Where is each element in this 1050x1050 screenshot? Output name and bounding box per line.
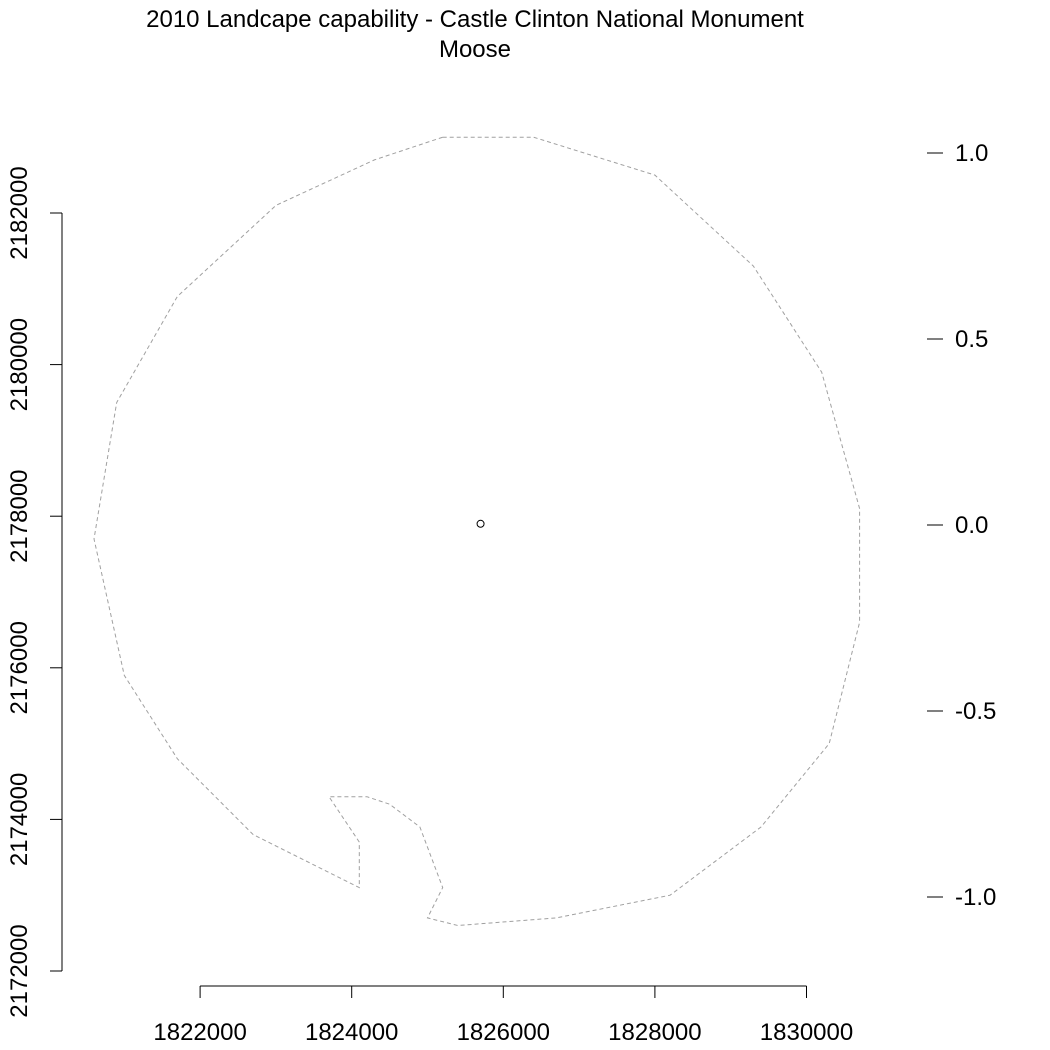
x-tick-label: 1828000 [608, 1019, 701, 1046]
x-tick-label: 1822000 [153, 1019, 246, 1046]
y-tick-label: 2178000 [6, 469, 33, 562]
x-tick-label: 1824000 [305, 1019, 398, 1046]
chart-subtitle: Moose [439, 36, 511, 63]
y-tick-label: 2180000 [6, 318, 33, 411]
chart-title: 2010 Landcape capability - Castle Clinto… [146, 6, 804, 33]
plot-area [93, 136, 861, 927]
x-tick-label: 1826000 [457, 1019, 550, 1046]
legend-tick-label: 1.0 [955, 140, 988, 167]
boundary-series-line [93, 136, 861, 927]
y-tick-label: 2182000 [6, 166, 33, 259]
legend-tick-label: -0.5 [955, 698, 996, 725]
y-tick-label: 2176000 [6, 621, 33, 714]
legend-scale: 1.0 0.5 0.0 -0.5 -1.0 [927, 140, 996, 911]
point-marker [476, 519, 485, 528]
legend-tick-label: 0.5 [955, 326, 988, 353]
y-tick-label: 2172000 [6, 924, 33, 1017]
legend-tick-label: 0.0 [955, 512, 988, 539]
legend-tick-label: -1.0 [955, 884, 996, 911]
x-axis: 1822000 1824000 1826000 1828000 1830000 [153, 985, 853, 1046]
y-axis: 2172000 2174000 2176000 2178000 2180000 21820… [6, 166, 63, 1018]
y-tick-label: 2174000 [6, 773, 33, 866]
x-tick-label: 1830000 [760, 1019, 853, 1046]
